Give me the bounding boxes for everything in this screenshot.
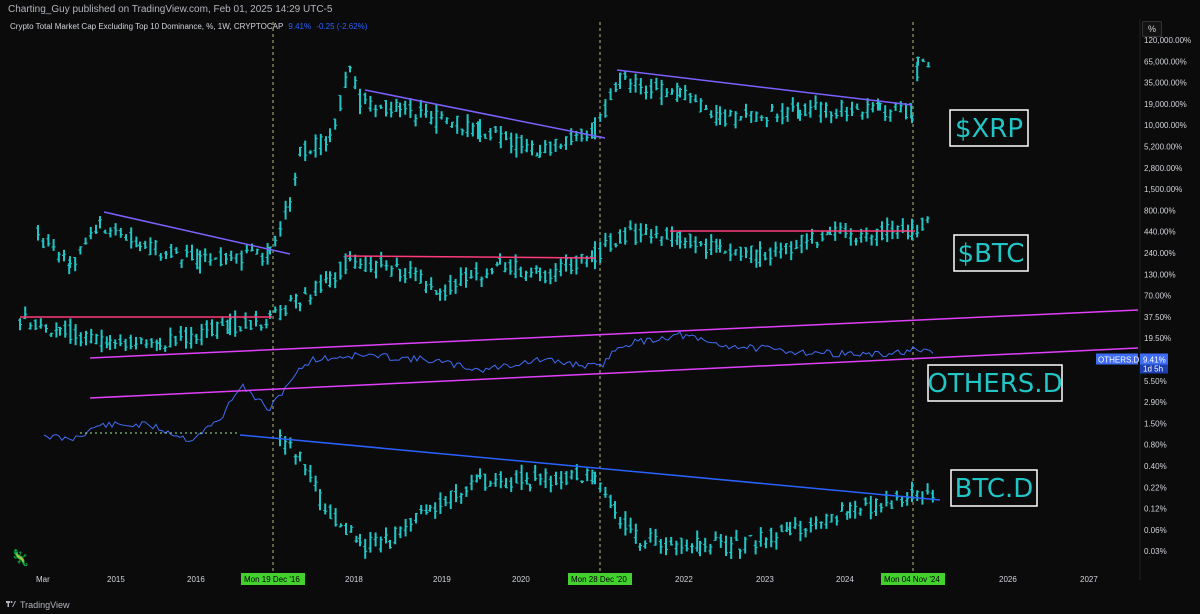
y-tick-label: 0.22%: [1144, 483, 1167, 492]
y-tick-label: 240.00%: [1144, 249, 1176, 258]
others-channel-bottom: [89, 347, 1139, 399]
x-tick-label: 2023: [756, 575, 774, 584]
xrp-trendline-3: [616, 69, 913, 106]
x-tick-label: 2016: [187, 575, 205, 584]
others-countdown-label: 1d 5h: [1143, 365, 1163, 374]
x-tick-label: 2024: [836, 575, 854, 584]
tradingview-brand: TradingView: [20, 600, 70, 610]
btcd-candles: [278, 429, 935, 560]
others-channel-top: [89, 309, 1139, 359]
x-tick-label: 2015: [107, 575, 125, 584]
percent-scale-button[interactable]: %: [1142, 21, 1162, 37]
footer-bar: TradingView: [0, 596, 1200, 614]
y-tick-label: 0.12%: [1144, 505, 1167, 514]
y-tick-label: 5.50%: [1144, 377, 1167, 386]
y-tick-label: 130.00%: [1144, 270, 1176, 279]
y-tick-label: 1,500.00%: [1144, 185, 1182, 194]
xrp-trendline-2: [364, 89, 606, 139]
panel-label-text: OTHERS.D: [927, 369, 1062, 399]
panel-label-box: [949, 109, 1029, 147]
trendlines: [20, 69, 1139, 501]
chart-legend: Crypto Total Market Cap Excluding Top 10…: [10, 22, 367, 31]
y-tick-label: 35,000.00%: [1144, 79, 1187, 88]
legend-change: -0.25 (-2.62%): [316, 22, 368, 31]
highlight-date-label: Mon 04 Nov '24: [884, 575, 940, 584]
x-tick-label: 2027: [1080, 575, 1098, 584]
y-tick-label: 0.80%: [1144, 441, 1167, 450]
panel-label-text: BTC.D: [955, 474, 1034, 504]
btcd-trendline: [239, 434, 941, 501]
others-value-badge: [1140, 353, 1168, 365]
publisher-bar: Charting_Guy published on TradingView.co…: [0, 0, 1200, 19]
highlight-date-bg: [241, 573, 305, 585]
highlight-date-bg: [881, 573, 945, 585]
x-tick-label: 2019: [433, 575, 451, 584]
highlight-date-label: Mon 28 Dec '20: [571, 575, 627, 584]
y-tick-label: 0.03%: [1144, 547, 1167, 556]
panel-label-box: [950, 469, 1038, 507]
legend-title: Crypto Total Market Cap Excluding Top 10…: [10, 22, 284, 31]
panel-label-text: $XRP: [955, 114, 1023, 144]
y-tick-label: 37.50%: [1144, 313, 1171, 322]
panel-label-boxes: $XRP $BTC OTHERS.D BTC.D: [927, 109, 1063, 507]
y-tick-label: 0.06%: [1144, 526, 1167, 535]
x-tick-label: Mar: [36, 575, 50, 584]
y-tick-label: 0.40%: [1144, 462, 1167, 471]
y-tick-label: 65,000.00%: [1144, 57, 1187, 66]
x-tick-label: 2026: [999, 575, 1017, 584]
btc-resistance-2: [344, 255, 596, 259]
y-tick-label: 120,000.00%: [1144, 36, 1191, 45]
xrp-candles: [36, 56, 931, 275]
others-dominance-path: [43, 331, 934, 443]
y-tick-label: 19.50%: [1144, 334, 1171, 343]
others-badge-bg: [1096, 353, 1138, 365]
x-tick-label: 2018: [345, 575, 363, 584]
panel-label-box: [953, 234, 1029, 272]
highlight-date-bg: [568, 573, 632, 585]
y-tick-label: 19,000.00%: [1144, 100, 1187, 109]
tradingview-logo-icon: [6, 601, 16, 607]
others-countdown-badge: [1140, 364, 1168, 374]
others-dominance-line: [43, 331, 934, 443]
y-tick-label: 800.00%: [1144, 206, 1176, 215]
x-tick-label: 2022: [675, 575, 693, 584]
panel-label-text: $BTC: [958, 239, 1025, 269]
y-tick-label: 5,200.00%: [1144, 143, 1182, 152]
x-tick-label: 2020: [512, 575, 530, 584]
legend-value: 9.41%: [288, 22, 312, 31]
y-tick-label: 1.50%: [1144, 419, 1167, 428]
others-value-label: 9.41%: [1143, 356, 1166, 365]
publisher-text: Charting_Guy published on TradingView.co…: [8, 4, 333, 15]
xrp-trendline-1: [103, 211, 291, 255]
y-tick-label: 10,000.00%: [1144, 121, 1187, 130]
y-tick-label: 440.00%: [1144, 228, 1176, 237]
y-tick-label: 2.90%: [1144, 398, 1167, 407]
time-axis[interactable]: Mar2015201620172018201920202021202220232…: [36, 573, 1098, 585]
highlight-date-label: Mon 19 Dec '16: [244, 575, 300, 584]
price-axis[interactable]: 120,000.00% 65,000.00% 35,000.00% 19,000.00…: [1096, 19, 1191, 580]
btc-candles: [18, 216, 930, 353]
event-vertical-lines: [272, 22, 914, 572]
lizard-icon: 🦎: [10, 550, 30, 567]
y-tick-label: 70.00%: [1144, 292, 1171, 301]
panel-label-box: [927, 364, 1063, 402]
y-tick-label: 2,800.00%: [1144, 164, 1182, 173]
others-badge-name: OTHERS.D: [1098, 356, 1140, 365]
